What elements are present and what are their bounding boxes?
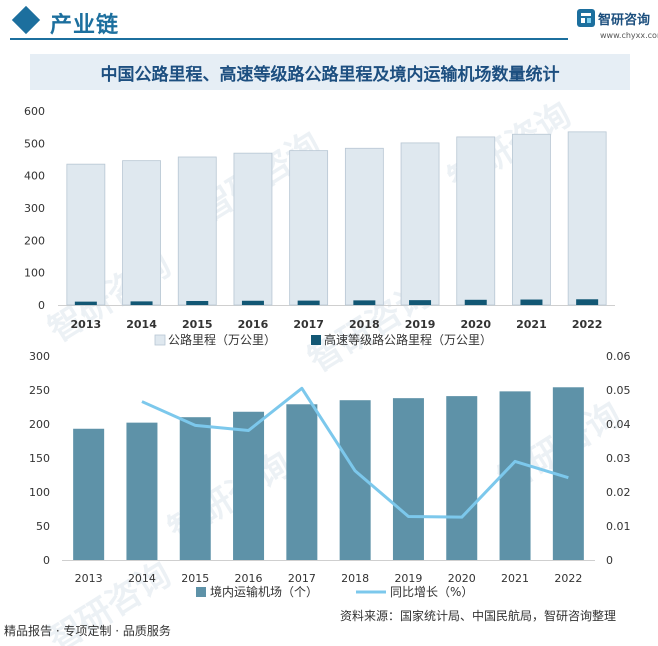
airport-count-bar xyxy=(233,411,265,560)
footer-slogan: 精品报告 · 专项定制 · 品质服务 xyxy=(4,624,171,638)
highway-mileage-bar xyxy=(520,299,543,305)
legend-swatch-highway xyxy=(311,335,321,345)
highway-mileage-bar xyxy=(297,300,320,305)
growth-rate-line xyxy=(141,386,569,519)
road-mileage-bar xyxy=(122,160,161,306)
y-tick-label: 250 xyxy=(29,384,50,397)
x-tick-label: 2016 xyxy=(238,318,269,331)
x-tick-label: 2019 xyxy=(405,318,436,331)
road-mileage-bar xyxy=(344,147,384,306)
x-tick-label: 2017 xyxy=(288,572,316,585)
header: 产业链 xyxy=(0,0,658,44)
y-tick-label: 200 xyxy=(24,234,45,247)
x-tick-label: 2018 xyxy=(341,572,369,585)
highway-mileage-bar xyxy=(353,300,376,305)
legend-label-road: 公路里程（万公里） xyxy=(168,332,276,347)
header-title: 产业链 xyxy=(50,13,120,38)
legend-label-airport: 境内运输机场（个） xyxy=(210,584,318,599)
y2-tick-label: 0.01 xyxy=(606,520,631,533)
y-tick-label: 500 xyxy=(24,137,45,150)
airport-count-bar xyxy=(126,422,158,560)
y-tick-label: 0 xyxy=(43,554,50,567)
road-mileage-bar xyxy=(177,156,217,306)
airport-count-bar xyxy=(286,404,318,560)
x-tick-label: 2014 xyxy=(126,318,157,331)
highway-mileage-bar xyxy=(464,299,487,305)
x-tick-label: 2020 xyxy=(460,318,491,331)
y2-tick-label: 0.03 xyxy=(606,452,631,465)
y-tick-label: 300 xyxy=(29,350,50,363)
source-note: 资料来源：国家统计局、中国民航局，智研咨询整理 xyxy=(340,609,617,623)
x-tick-label: 2020 xyxy=(448,572,476,585)
y-tick-label: 100 xyxy=(24,267,45,280)
airport-count-bar xyxy=(179,417,211,560)
y2-tick-label: 0.02 xyxy=(606,486,631,499)
x-tick-label: 2021 xyxy=(501,572,529,585)
x-tick-label: 2015 xyxy=(182,318,213,331)
y-tick-label: 400 xyxy=(24,170,45,183)
road-mileage-bar xyxy=(66,163,106,306)
x-tick-label: 2013 xyxy=(75,572,103,585)
highway-mileage-bar xyxy=(576,299,599,305)
road-mileage-bar xyxy=(512,133,551,306)
y2-tick-label: 0 xyxy=(606,554,613,567)
road-mileage-bar xyxy=(456,136,496,306)
chyxx-logo-icon xyxy=(577,9,595,27)
x-tick-label: 2019 xyxy=(394,572,422,585)
x-tick-label: 2017 xyxy=(293,318,324,331)
y-tick-label: 150 xyxy=(29,452,50,465)
y-tick-label: 600 xyxy=(24,105,45,118)
legend-label-growth: 同比增长（%） xyxy=(390,585,473,599)
y-tick-label: 100 xyxy=(29,486,50,499)
y2-tick-label: 0.05 xyxy=(606,384,631,397)
airport-count-bar xyxy=(446,396,478,560)
x-tick-label: 2013 xyxy=(71,318,102,331)
highway-mileage-bar xyxy=(74,301,97,305)
road-mileage-bar xyxy=(567,131,607,306)
airport-count-bar xyxy=(392,398,424,560)
y-tick-label: 50 xyxy=(36,520,50,533)
airport-count-chart: 0 50 100 150 200 250 300 0 0.01 0.02 0.03 0.04 0.05 0… xyxy=(29,350,631,599)
road-mileage-bar xyxy=(289,150,329,306)
title-band: 中国公路里程、高速等级路公路里程及境内运输机场数量统计 xyxy=(30,54,630,90)
x-tick-label: 2021 xyxy=(516,318,547,331)
y2-tick-label: 0.04 xyxy=(606,418,631,431)
legend-swatch-road xyxy=(154,334,166,346)
highway-mileage-bar xyxy=(409,300,432,305)
x-tick-label: 2022 xyxy=(572,318,603,331)
y2-tick-label: 0.06 xyxy=(606,350,631,363)
x-tick-label: 2015 xyxy=(181,572,209,585)
logo-url: www.chyxx.com xyxy=(600,31,658,40)
highway-mileage-bar xyxy=(186,300,209,305)
legend-swatch-airport xyxy=(196,587,206,597)
x-tick-label: 2018 xyxy=(349,318,380,331)
y-tick-label: 0 xyxy=(38,299,45,312)
logo-name: 智研咨询 xyxy=(598,13,651,28)
x-tick-label: 2014 xyxy=(128,572,156,585)
legend-label-highway: 高速等级路公路里程（万公里） xyxy=(324,332,492,347)
y-tick-label: 300 xyxy=(24,202,45,215)
airport-count-bar xyxy=(73,428,105,560)
highway-mileage-bar xyxy=(241,300,264,305)
diamond-icon xyxy=(11,5,41,35)
road-mileage-chart: 0 100 200 300 400 500 600 2013 2014 2015 2016 2017 2… xyxy=(24,105,615,347)
highway-mileage-bar xyxy=(130,301,153,305)
road-mileage-bar xyxy=(400,142,440,306)
road-mileage-bar xyxy=(233,152,273,306)
header-divider xyxy=(10,38,568,40)
logo: 智研咨询 www.chyxx.com xyxy=(576,8,658,44)
x-tick-label: 2016 xyxy=(235,572,263,585)
y-tick-label: 200 xyxy=(29,418,50,431)
airport-count-bar xyxy=(499,391,531,560)
x-tick-label: 2022 xyxy=(554,572,582,585)
chart-title: 中国公路里程、高速等级路公路里程及境内运输机场数量统计 xyxy=(100,65,560,85)
